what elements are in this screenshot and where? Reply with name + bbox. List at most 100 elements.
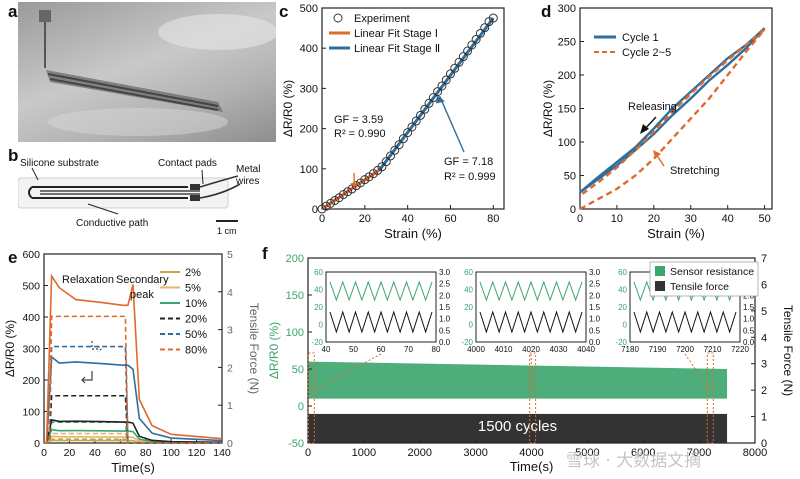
x-tick-label: 50 <box>758 213 770 225</box>
experiment-point <box>381 157 391 167</box>
force-trace-80% <box>44 315 222 444</box>
photo-sensor-printing <box>18 2 276 142</box>
y-tick-label: 100 <box>22 407 40 419</box>
y-tick-label: 500 <box>22 281 40 293</box>
inset-y-tick-label: -20 <box>615 338 627 347</box>
inset-y-right-tick-label: 2.0 <box>439 291 451 300</box>
inset-frame <box>475 271 587 343</box>
legend-label-cycle-1: Cycle 1 <box>622 32 659 44</box>
resistance-trace-10% <box>44 428 223 444</box>
annotation-conductive-path: Conductive path <box>76 218 148 229</box>
x-tick-label: 7000 <box>687 447 711 459</box>
panel-label-b: b <box>8 146 19 165</box>
y-tick-label: 200 <box>22 375 40 387</box>
inset-force-trace <box>479 310 583 334</box>
y-tick-label: 400 <box>22 312 40 324</box>
y-axis-label: ΔR/R0 (%) <box>541 80 555 137</box>
annotation-gf-stage-2: GF = 7.18 <box>444 156 493 168</box>
inset-x-tick-label: 40 <box>322 345 331 354</box>
chart-d: 0 10 20 30 40 50 0 50 100 150 200 250 300 Strain (%) Δ… <box>541 3 773 241</box>
y-right-tick-label: 1 <box>227 400 233 412</box>
panel-label-a: a <box>8 2 18 21</box>
y-right-axis-label: Tensile Force (N) <box>247 303 261 394</box>
x-tick-label: 100 <box>162 447 180 459</box>
y-tick-label: 100 <box>286 327 304 339</box>
chart-e: 0 20 40 60 80 100 120 1400100200300400500600Tim… <box>3 249 261 475</box>
x-tick-label: 1000 <box>352 447 376 459</box>
photo-sensor-printing-art <box>39 10 276 136</box>
experiment-point <box>488 13 498 23</box>
arrow-head-stage-1 <box>350 183 359 187</box>
inset-y-tick-label: 60 <box>618 268 627 277</box>
legend-label-2%: 2% <box>185 267 201 279</box>
x-tick-label: 0 <box>319 213 325 225</box>
x-tick-label: 120 <box>188 447 206 459</box>
inset-y-tick-label: 60 <box>314 268 323 277</box>
legend-label-10%: 10% <box>185 298 207 310</box>
arrow-head-stage-2 <box>435 95 445 104</box>
x-tick-label: 30 <box>685 213 697 225</box>
x-tick-label: 20 <box>359 213 371 225</box>
legend-box <box>649 261 759 297</box>
y-tick-label: 0 <box>312 204 318 216</box>
arrow-force-icon <box>91 341 102 353</box>
inset-force-trace <box>633 310 737 334</box>
cycles-label: 1500 cycles <box>478 418 557 435</box>
x-tick-label: 40 <box>722 213 734 225</box>
y-right-tick-label: 6 <box>761 279 767 291</box>
y-tick-label: 300 <box>22 344 40 356</box>
x-tick-label: 140 <box>213 447 231 459</box>
annotation-peak: peak <box>130 289 154 301</box>
inset-resistance-trace <box>329 280 433 302</box>
y-tick-label: 300 <box>300 83 318 95</box>
y-tick-label: 100 <box>558 137 576 149</box>
experiment-point <box>407 122 417 132</box>
watermark: 雪球 · 大数据文摘 <box>566 451 702 471</box>
arrow-stage-2 <box>439 96 465 153</box>
y-tick-label: 200 <box>300 124 318 136</box>
inset-y-right-tick-label: 2.5 <box>439 280 451 289</box>
resistance-trace-20% <box>44 418 223 444</box>
y-tick-label: 0 <box>570 204 576 216</box>
inset-y-tick-label: 40 <box>464 286 473 295</box>
legend-label-50%: 50% <box>185 329 207 341</box>
x-tick-label: 2000 <box>408 447 432 459</box>
y-right-tick-label: 2 <box>761 385 767 397</box>
annotation-stretching: Stretching <box>670 165 720 177</box>
inset-y-right-tick-label: 3.0 <box>439 268 451 277</box>
annotation-r2-stage-2: R² = 0.999 <box>444 171 496 183</box>
inset-x-tick-label: 4000 <box>467 345 485 354</box>
inset-connector <box>684 353 711 392</box>
experiment-point <box>475 28 485 38</box>
experiment-point <box>394 140 404 150</box>
legend-label-80%: 80% <box>185 345 207 357</box>
legend-label-stage-1: Linear Fit Stage Ⅰ <box>354 28 438 40</box>
annotation-releasing: Releasing <box>628 101 677 113</box>
y-axis-label: ΔR/R0 (%) <box>267 322 281 379</box>
y-right-tick-label: 0 <box>227 438 233 450</box>
inset-x-tick-label: 70 <box>404 345 413 354</box>
y-tick-label: 600 <box>22 249 40 261</box>
inset-y-right-tick-label: 1.0 <box>743 315 755 324</box>
inset-y-right-tick-label: 1.5 <box>589 303 601 312</box>
y-tick-label: 300 <box>558 3 576 15</box>
inset-x-tick-label: 4040 <box>577 345 595 354</box>
inset-y-tick-label: 40 <box>618 286 627 295</box>
y-right-tick-label: 3 <box>227 325 233 337</box>
panel-label-f: f <box>262 244 268 263</box>
y-axis-label: ΔR/R0 (%) <box>3 320 17 377</box>
experiment-point <box>403 128 413 138</box>
inset-y-tick-label: 0 <box>623 321 628 330</box>
legend-label-force: Tensile force <box>670 281 729 293</box>
inset-y-right-tick-label: 0.5 <box>589 326 601 335</box>
inset-x-tick-label: 60 <box>377 345 386 354</box>
x-tick-label: 40 <box>402 213 414 225</box>
y-tick-label: 150 <box>286 290 304 302</box>
y-tick-label: 100 <box>300 164 318 176</box>
experiment-point <box>480 23 490 33</box>
experiment-point <box>386 151 396 161</box>
inset-y-tick-label: -20 <box>461 338 473 347</box>
x-tick-label: 4000 <box>519 447 543 459</box>
panel-label-e: e <box>8 248 18 267</box>
experiment-point <box>467 40 477 50</box>
